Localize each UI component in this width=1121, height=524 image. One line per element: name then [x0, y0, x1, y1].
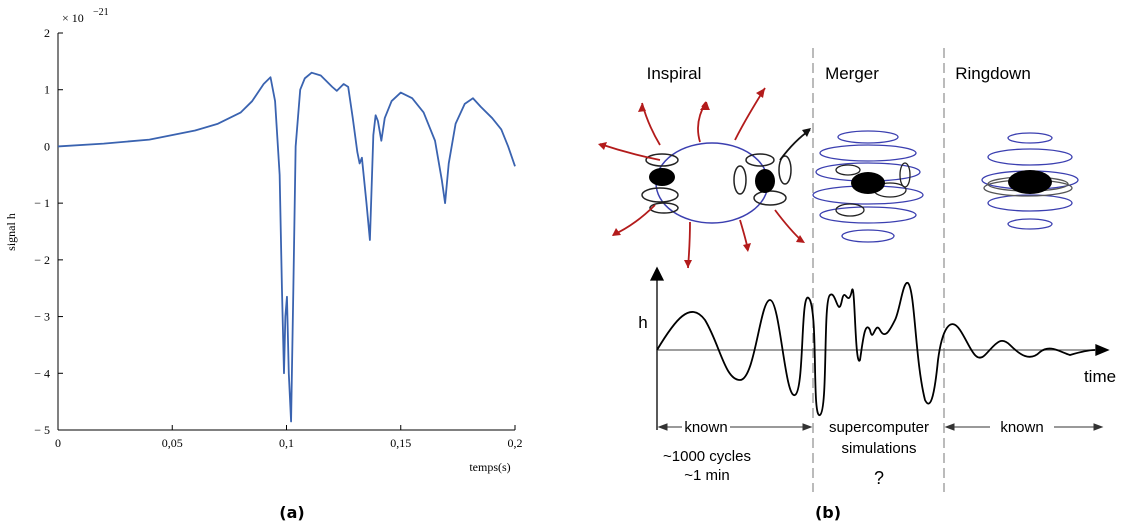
y-tick-label: − 3	[34, 310, 50, 324]
axis-y-label: h	[638, 313, 647, 332]
x-tick-label: 0	[55, 436, 61, 450]
x-tick-label: 0,1	[279, 436, 294, 450]
phase-label: Inspiral	[647, 64, 702, 83]
x-tick-label: 0,05	[162, 436, 183, 450]
inspiral-illustration	[598, 87, 811, 269]
phase-label: Ringdown	[955, 64, 1031, 83]
y-tick-label: 2	[44, 26, 50, 40]
span-label: supercomputer	[829, 419, 929, 436]
caption: (b)	[815, 503, 841, 522]
x-label: temps(s)	[469, 460, 510, 474]
axis-x-label: time	[1084, 367, 1116, 386]
span-note: ~1 min	[684, 467, 729, 484]
merger-illustration	[812, 130, 924, 243]
caption: (a)	[279, 503, 304, 522]
line-series	[57, 71, 516, 423]
waveform	[656, 282, 1096, 416]
y-tick-label: 0	[44, 139, 50, 153]
y-tick-label: − 4	[34, 366, 50, 380]
y-tick-label: − 1	[34, 196, 50, 210]
y-label: signal h	[4, 213, 18, 251]
chart-a: signal h temps(s) × 10 −21 − 5 − 4 − 3 − 2 −…	[4, 7, 523, 474]
ringdown-illustration	[981, 132, 1079, 230]
phase-label: Merger	[825, 64, 879, 83]
multiplier-exponent: −21	[93, 7, 109, 18]
diagram-b: Inspiral Merger Ringdown	[598, 48, 1116, 492]
span-arrows	[657, 423, 1104, 431]
x-tick-label: 0,15	[390, 436, 411, 450]
span-note: ~1000 cycles	[663, 448, 751, 465]
span-note: ?	[874, 468, 884, 488]
span-label: known	[1000, 419, 1043, 436]
y-tick-label: − 2	[34, 253, 50, 267]
y-tick-label: 1	[44, 83, 50, 97]
x-tick-label: 0,2	[508, 436, 523, 450]
y-tick-label: − 5	[34, 423, 50, 437]
multiplier-base: × 10	[62, 11, 84, 25]
span-label: known	[684, 419, 727, 436]
span-note: simulations	[841, 440, 916, 457]
waveform-axes	[649, 266, 1110, 430]
